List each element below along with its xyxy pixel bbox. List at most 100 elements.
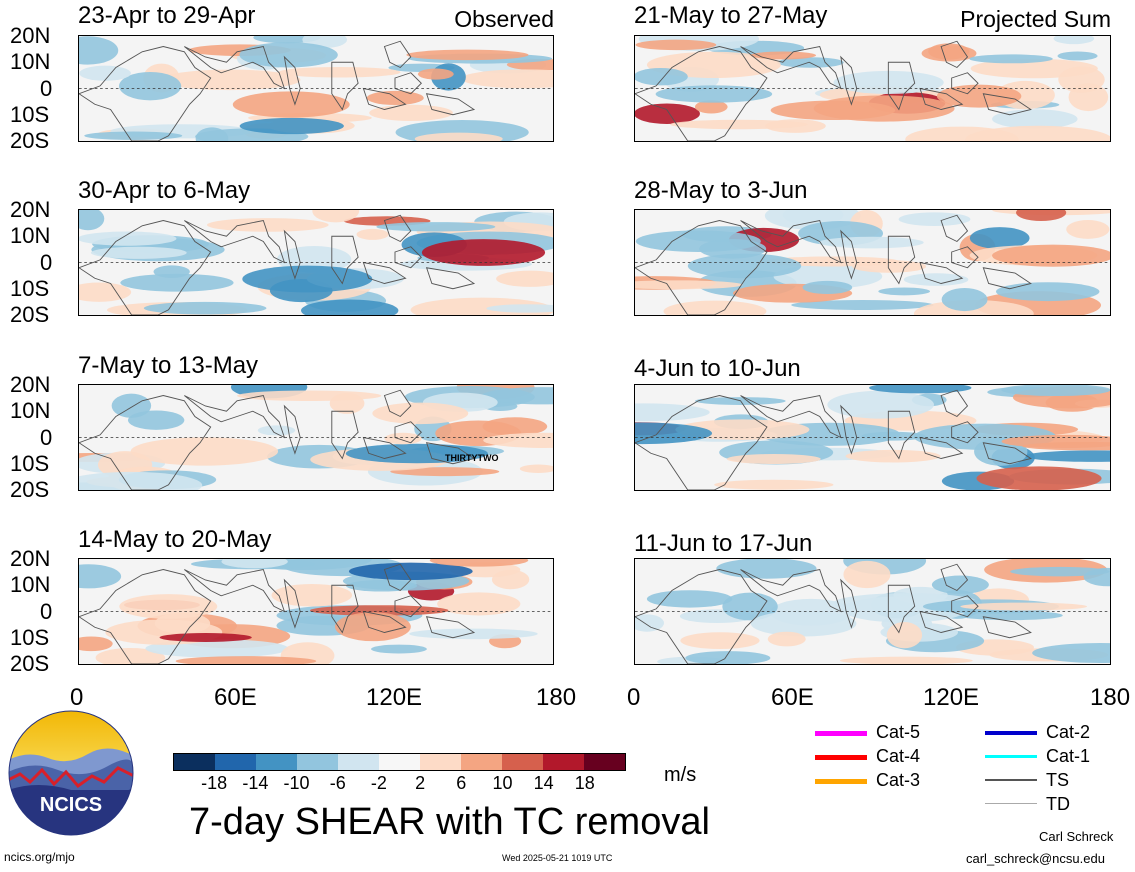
- coastline: [919, 610, 964, 633]
- panel-4-title: 14-May to 20-May: [78, 526, 272, 553]
- shear-patch: [969, 54, 1053, 64]
- shear-patch: [271, 583, 353, 607]
- shear-patch: [773, 264, 883, 289]
- map-panel-5: [634, 35, 1111, 142]
- shear-patch: [159, 69, 301, 91]
- shear-patch: [941, 287, 988, 312]
- coastline: [283, 578, 301, 629]
- shear-map-8: [635, 559, 1110, 664]
- lat-label: 0: [40, 250, 53, 275]
- shear-patch: [414, 132, 503, 141]
- shear-patch: [1053, 36, 1095, 45]
- coastline: [383, 563, 412, 592]
- shear-patch: [726, 454, 821, 465]
- shear-patch: [195, 127, 229, 141]
- coastline: [283, 404, 301, 455]
- shear-patch: [635, 422, 713, 445]
- shear-patch: [334, 612, 411, 642]
- legend-line-cat-1: [985, 755, 1037, 758]
- lat-label: 20S: [10, 477, 50, 502]
- shear-patch: [635, 103, 700, 124]
- shear-patch: [175, 656, 317, 664]
- legend-label: TS: [1046, 770, 1070, 790]
- panel-2-title: 30-Apr to 6-May: [78, 177, 251, 204]
- shear-patch: [996, 282, 1100, 302]
- lat-label: 20N: [10, 23, 51, 48]
- colorbar-swatch: [215, 754, 257, 770]
- colorbar-tick-label: -10: [283, 773, 310, 793]
- shear-patch: [635, 403, 710, 422]
- panel-5-tag: Projected Sum: [960, 6, 1111, 32]
- shear-patch: [992, 244, 1110, 267]
- panel-1-tag: Observed: [454, 6, 554, 32]
- shear-patch: [818, 236, 924, 249]
- coastline: [982, 616, 1032, 639]
- shear-patch: [119, 71, 182, 101]
- shear-patch: [356, 228, 389, 240]
- shear-shading: [79, 385, 553, 490]
- legend-label: Cat-2: [1046, 722, 1091, 742]
- lat-label: 20N: [10, 372, 51, 397]
- shear-patch: [1001, 385, 1110, 397]
- shear-patch: [869, 385, 972, 394]
- shear-patch: [429, 559, 529, 567]
- coastline: [331, 584, 359, 634]
- coastlines: [635, 40, 1032, 141]
- lat-label: 20N: [10, 197, 51, 222]
- shear-patch: [928, 43, 970, 60]
- legend-line-td: [985, 803, 1037, 804]
- coastline: [383, 214, 412, 243]
- lat-label: 20S: [10, 302, 50, 327]
- ncics-logo: NCICS: [8, 710, 134, 836]
- colorbar-tick-label: 14: [533, 773, 554, 793]
- lat-label: 10S: [10, 276, 50, 301]
- colorbar-tick-label: -18: [201, 773, 228, 793]
- lat-label: 10N: [10, 572, 51, 597]
- shear-patch: [802, 280, 853, 294]
- footer-author: Carl Schreck: [1039, 829, 1114, 844]
- shear-patch: [670, 119, 808, 130]
- lon-label-120e-left: 120E: [366, 684, 423, 711]
- shear-patch: [79, 636, 113, 652]
- coastline: [940, 563, 969, 592]
- shear-patch: [969, 227, 1030, 250]
- shear-map-1: [79, 36, 553, 141]
- coastline: [840, 55, 858, 106]
- colorbar-swatch: [420, 754, 462, 770]
- shear-patch: [1010, 566, 1110, 577]
- coastline: [331, 410, 359, 460]
- coastline: [919, 261, 964, 284]
- coastline: [383, 389, 412, 418]
- coastlines: [79, 214, 476, 315]
- shear-patch: [345, 443, 488, 464]
- panel-5-title: 21-May to 27-May: [634, 2, 828, 29]
- panel-7-title: 4-Jun to 10-Jun: [634, 355, 801, 382]
- lat-label: 20S: [10, 651, 50, 676]
- colorbar-swatch: [543, 754, 585, 770]
- shear-map-5: [635, 36, 1110, 141]
- shear-patch: [130, 437, 279, 466]
- lat-label: 10N: [10, 223, 51, 248]
- shear-patch: [750, 610, 857, 637]
- coastline: [887, 235, 916, 285]
- coastline: [840, 229, 858, 280]
- lat-label: 0: [40, 599, 53, 624]
- coastline: [79, 395, 212, 490]
- coastline: [919, 436, 964, 459]
- storm-label-thirtytwo: THIRTYTWO: [445, 453, 499, 463]
- shear-patch: [437, 592, 521, 616]
- colorbar-swatch: [174, 754, 216, 770]
- shear-patch: [79, 65, 131, 81]
- coastline: [887, 584, 916, 634]
- map-panel-6: [634, 209, 1111, 316]
- shear-patch: [1022, 441, 1110, 451]
- map-panel-7: [634, 384, 1111, 491]
- shear-patch: [931, 575, 989, 594]
- shear-patch: [242, 265, 373, 293]
- shear-patch: [655, 85, 773, 103]
- map-panel-3: THIRTYTWO: [78, 384, 554, 491]
- shear-patch: [722, 592, 778, 621]
- coastlines: [635, 214, 1032, 315]
- footer-email: carl_schreck@ncsu.edu: [966, 851, 1105, 866]
- coastline: [425, 442, 476, 465]
